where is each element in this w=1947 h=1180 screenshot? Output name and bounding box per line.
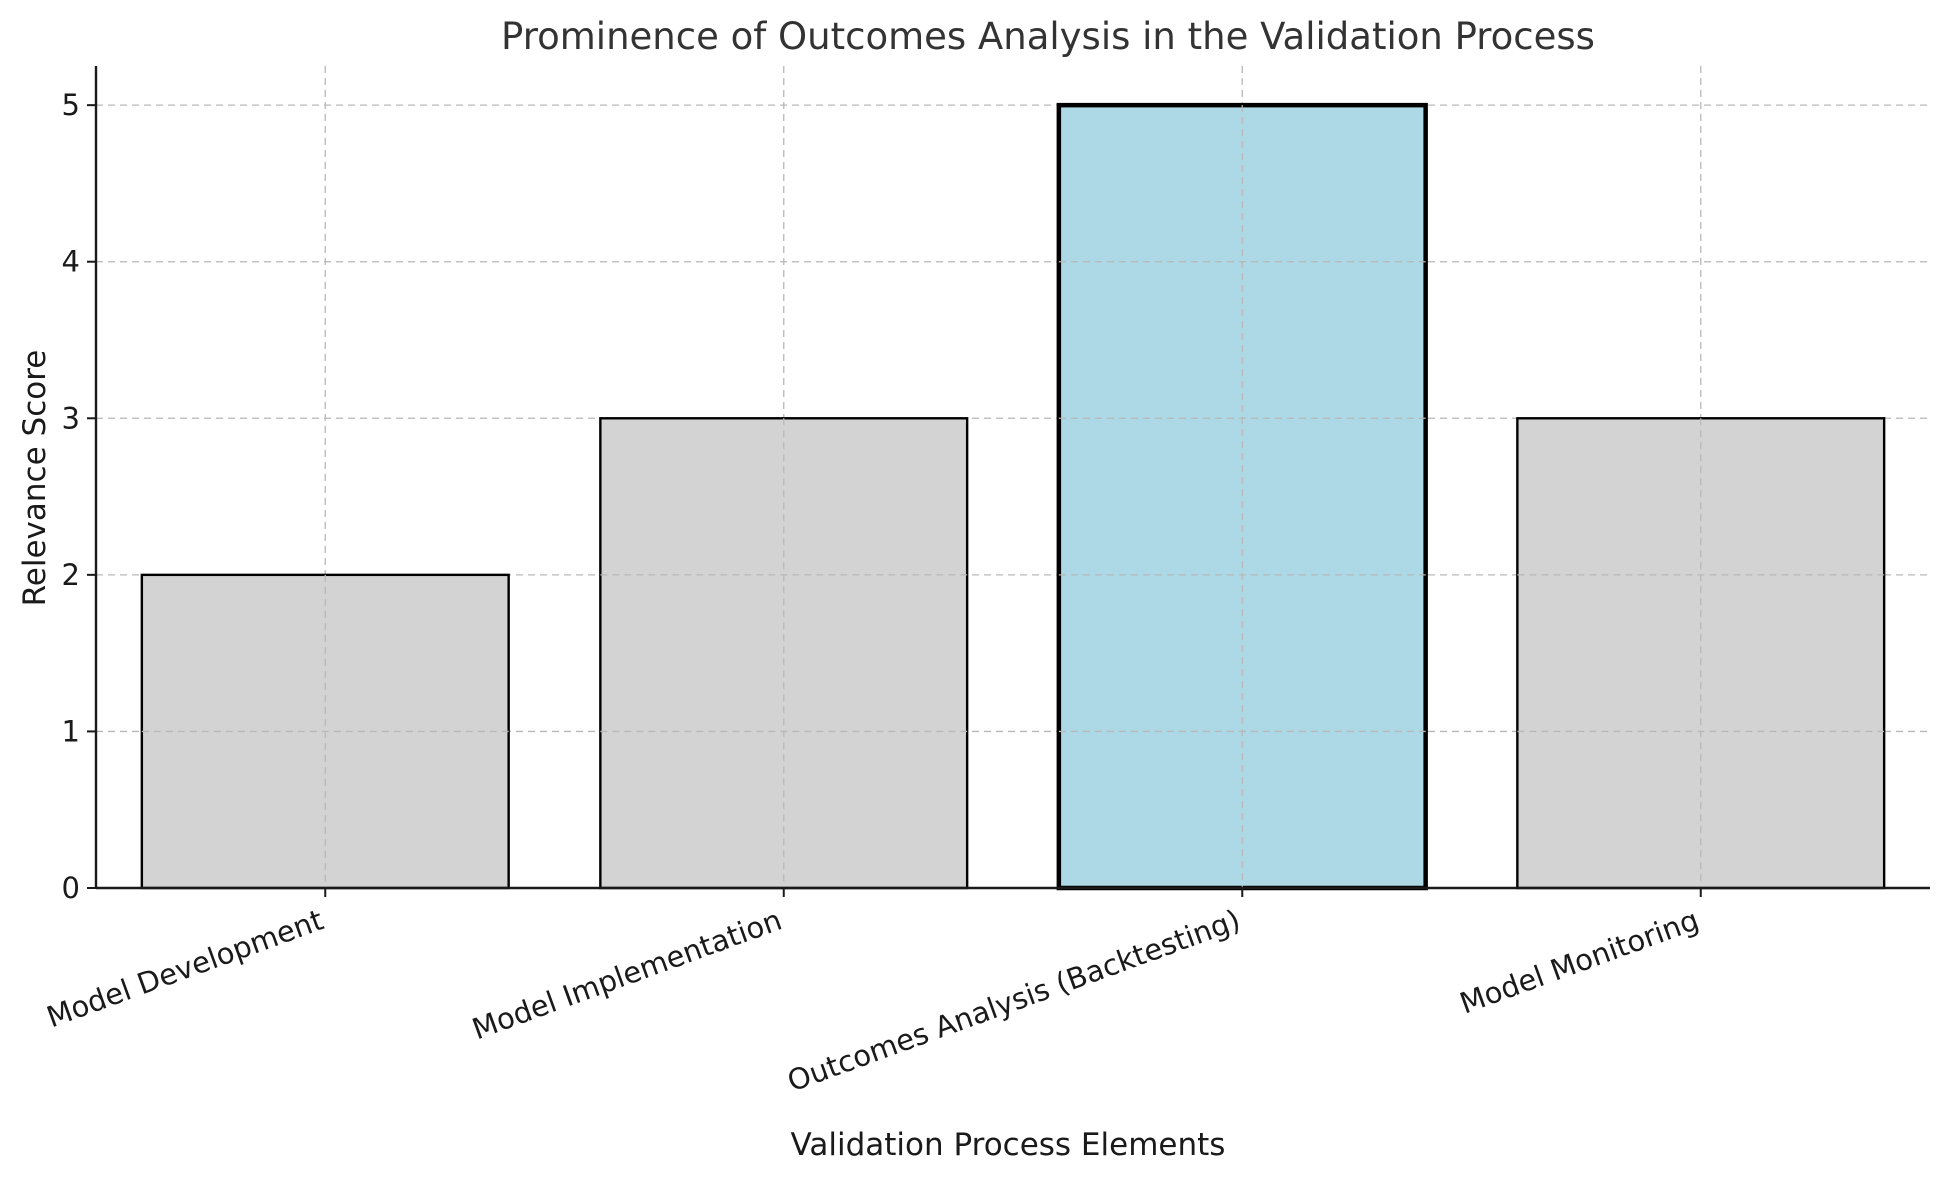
x-tick-label: Outcomes Analysis (Backtesting) [783,903,1245,1099]
y-axis-label: Relevance Score [17,350,53,607]
y-tick-label: 4 [62,245,80,279]
y-tick-label: 5 [62,88,80,122]
y-tick-label: 2 [62,558,80,592]
y-tick-label: 0 [62,871,80,905]
axes [94,66,1930,890]
x-tick-label: Model Monitoring [1455,903,1703,1021]
x-axis-label: Validation Process Elements [791,1127,1226,1163]
x-tick-label: Model Development [42,903,328,1035]
x-tick-label: Model Implementation [468,903,786,1047]
bars [140,102,1886,891]
y-tick-label: 3 [62,401,80,435]
chart-title: Prominence of Outcomes Analysis in the V… [501,15,1595,58]
y-tick-label: 1 [62,714,80,748]
